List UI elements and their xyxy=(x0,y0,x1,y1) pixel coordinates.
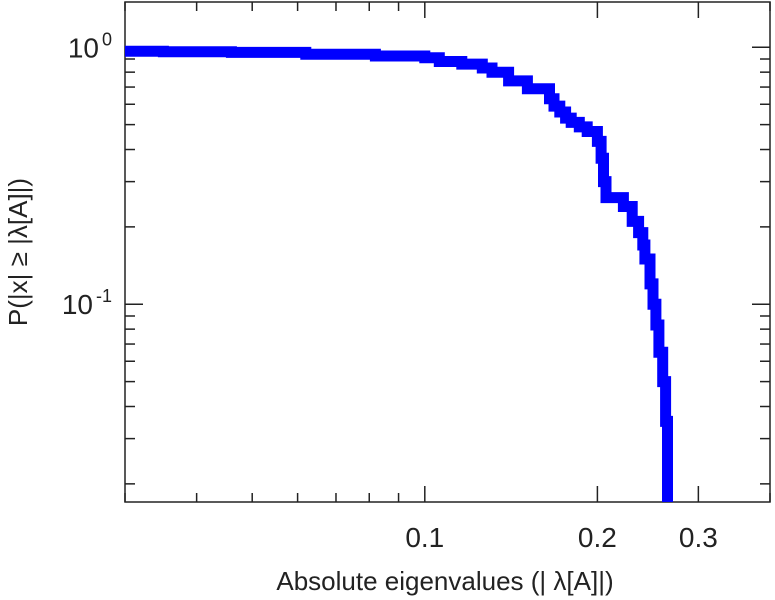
x-tick-label: 0.1 xyxy=(405,522,444,553)
series-layer xyxy=(125,45,673,502)
y-axis-label: P(|x| ≥ |λ[A]|) xyxy=(3,178,33,326)
plot-frame xyxy=(124,1,771,503)
series-line-0 xyxy=(125,45,673,502)
x-axis-label: Absolute eigenvalues (| λ[A]|) xyxy=(276,566,613,596)
x-tick-label: 0.3 xyxy=(679,522,718,553)
y-tick-label: 10 0 xyxy=(68,29,112,63)
y-tick-label: 10 -1 xyxy=(62,286,112,320)
x-axis-ticks xyxy=(124,2,771,502)
y-axis-ticks xyxy=(125,46,770,485)
x-tick-label: 0.2 xyxy=(578,522,617,553)
x-axis-tick-labels: 0.1 0.2 0.3 xyxy=(405,522,718,553)
